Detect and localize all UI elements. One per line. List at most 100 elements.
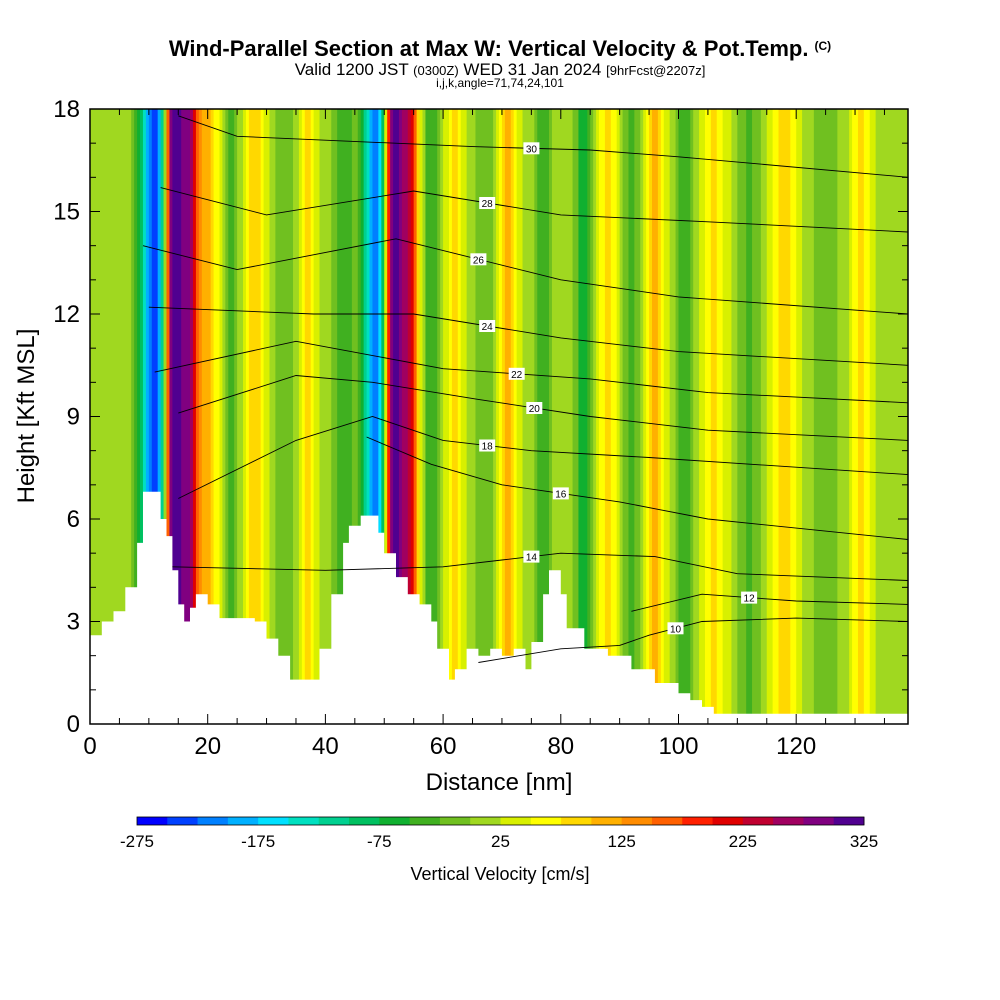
chart-subtitle: Valid 1200 JST (0300Z) WED 31 Jan 2024 [… bbox=[294, 60, 706, 79]
velocity-cell bbox=[278, 109, 282, 724]
velocity-cell bbox=[243, 109, 247, 724]
velocity-cell bbox=[857, 109, 862, 724]
velocity-cell bbox=[872, 109, 877, 724]
velocity-cell bbox=[201, 109, 206, 724]
velocity-cell bbox=[98, 109, 103, 724]
velocity-cell bbox=[666, 109, 671, 724]
velocity-cell bbox=[534, 109, 538, 724]
velocity-cell bbox=[134, 109, 138, 724]
velocity-cell bbox=[219, 109, 224, 724]
velocity-cell bbox=[513, 109, 518, 724]
velocity-cell bbox=[537, 109, 541, 724]
axes: 0 20 40 60 80 100 120 0 3 6 9 12 15 18 bbox=[53, 96, 908, 760]
x-axis-label: Distance [nm] bbox=[426, 769, 573, 796]
velocity-cell bbox=[616, 109, 621, 724]
velocity-cell bbox=[554, 109, 559, 724]
velocity-cell bbox=[496, 109, 500, 724]
velocity-cell bbox=[507, 109, 512, 724]
velocity-cell bbox=[107, 109, 112, 724]
colorbar-swatch bbox=[773, 817, 804, 825]
velocity-cell bbox=[863, 109, 868, 724]
colorbar: -275 -175 -75 25 125 225 325 bbox=[120, 816, 878, 851]
velocity-cell bbox=[131, 109, 135, 724]
colorbar-swatch bbox=[621, 817, 653, 825]
velocity-cell bbox=[772, 109, 777, 724]
velocity-cell bbox=[625, 109, 630, 724]
contour-label-18: 18 bbox=[482, 442, 494, 453]
velocity-cell bbox=[195, 109, 200, 724]
colorbar-tick-label: -275 bbox=[120, 832, 154, 851]
velocity-cell bbox=[228, 109, 232, 724]
y-tick-label: 0 bbox=[67, 711, 80, 738]
velocity-cell bbox=[549, 109, 553, 724]
terrain bbox=[90, 491, 908, 724]
colorbar-swatch bbox=[591, 817, 623, 825]
colorbar-swatch bbox=[470, 817, 501, 825]
velocity-cell bbox=[866, 109, 871, 724]
colorbar-label: Vertical Velocity [cm/s] bbox=[410, 864, 589, 884]
velocity-cell bbox=[860, 109, 865, 724]
velocity-cell bbox=[654, 109, 659, 724]
velocity-cell bbox=[752, 109, 756, 724]
velocity-cell bbox=[775, 109, 780, 724]
colorbar-swatch bbox=[167, 817, 198, 825]
contour-label-30: 30 bbox=[526, 144, 538, 155]
colorbar-swatch bbox=[197, 817, 229, 825]
velocity-cell bbox=[431, 109, 435, 724]
velocity-cell bbox=[301, 109, 306, 724]
velocity-cell bbox=[710, 109, 715, 724]
velocity-cell bbox=[272, 109, 276, 724]
velocity-cell bbox=[375, 109, 379, 724]
velocity-cell bbox=[657, 109, 662, 724]
colorbar-swatch bbox=[409, 817, 441, 825]
velocity-cell bbox=[890, 109, 894, 724]
velocity-cell bbox=[463, 109, 468, 724]
velocity-cell bbox=[499, 109, 503, 724]
velocity-cell bbox=[122, 109, 126, 724]
velocity-cell bbox=[116, 109, 121, 724]
velocity-cell bbox=[596, 109, 600, 724]
x-tick-label: 120 bbox=[776, 733, 816, 760]
velocity-cell bbox=[190, 109, 194, 724]
velocity-cell bbox=[172, 109, 176, 724]
colorbar-swatch bbox=[500, 817, 532, 825]
velocity-cell bbox=[478, 109, 482, 724]
velocity-cell bbox=[487, 109, 491, 724]
velocity-cell bbox=[516, 109, 521, 724]
velocity-cell bbox=[454, 109, 459, 724]
velocity-cell bbox=[875, 109, 880, 724]
velocity-cell bbox=[563, 109, 568, 724]
velocity-cell bbox=[622, 109, 627, 724]
velocity-cell bbox=[693, 109, 697, 724]
velocity-cell bbox=[319, 109, 324, 724]
y-tick-label: 9 bbox=[67, 404, 80, 431]
colorbar-swatch bbox=[651, 817, 683, 825]
velocity-cell bbox=[546, 109, 550, 724]
x-tick-label: 20 bbox=[194, 733, 221, 760]
velocity-cell bbox=[207, 109, 212, 724]
velocity-cell bbox=[713, 109, 718, 724]
velocity-cell bbox=[675, 109, 680, 724]
velocity-cell bbox=[837, 109, 841, 724]
velocity-cell bbox=[472, 109, 477, 724]
velocity-cell bbox=[525, 109, 530, 724]
velocity-cell bbox=[599, 109, 603, 724]
velocity-cell bbox=[237, 109, 241, 724]
contour-label-bg bbox=[741, 591, 758, 604]
velocity-cell bbox=[322, 109, 326, 724]
velocity-cell bbox=[446, 109, 450, 724]
velocity-cell bbox=[757, 109, 762, 724]
velocity-cell bbox=[575, 109, 580, 724]
contour-label-22: 22 bbox=[511, 370, 523, 381]
y-axis-label: Height [Kft MSL] bbox=[13, 329, 40, 504]
velocity-cell bbox=[763, 109, 768, 724]
velocity-cell bbox=[340, 109, 344, 724]
velocity-cell bbox=[778, 109, 783, 724]
velocity-cell bbox=[325, 109, 329, 724]
velocity-cell bbox=[687, 109, 691, 724]
velocity-cell bbox=[354, 109, 359, 724]
colorbar-swatch bbox=[530, 817, 562, 825]
velocity-cell bbox=[248, 109, 253, 724]
velocity-cell bbox=[125, 109, 129, 724]
velocity-cell bbox=[699, 109, 703, 724]
